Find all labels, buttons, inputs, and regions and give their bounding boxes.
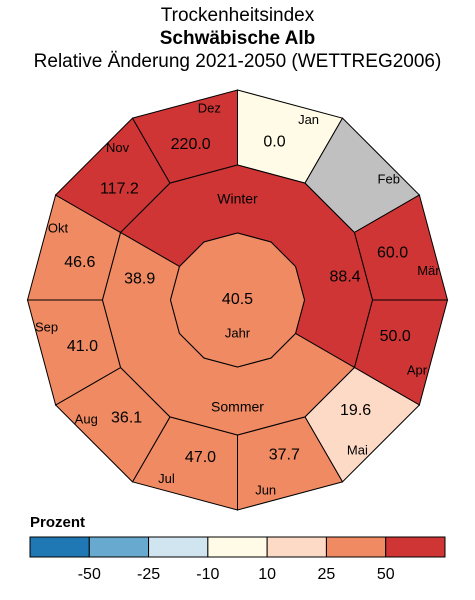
legend-swatch-1 — [88, 536, 150, 558]
month-label-0: Jan — [298, 112, 319, 127]
month-value-7: 36.1 — [111, 409, 142, 426]
month-label-7: Aug — [75, 411, 98, 426]
month-label-5: Jun — [255, 482, 276, 497]
legend-swatch-0 — [29, 536, 90, 558]
month-value-5: 37.7 — [269, 446, 300, 463]
month-value-3: 50.0 — [380, 328, 411, 345]
legend-swatch-6 — [385, 536, 446, 558]
month-value-2: 60.0 — [377, 244, 408, 261]
legend-swatch-5 — [325, 536, 387, 558]
month-label-11: Dez — [198, 101, 221, 116]
legend-tick-4: 25 — [318, 566, 336, 583]
month-label-6: Jul — [158, 471, 175, 486]
legend-title: Prozent — [30, 514, 85, 531]
chart-title: Trockenheitsindex — [160, 5, 315, 26]
month-label-10: Nov — [106, 140, 130, 155]
year-sector — [169, 232, 306, 368]
month-label-1: Feb — [378, 172, 400, 187]
legend-tick-1: -25 — [137, 566, 160, 583]
month-value-6: 47.0 — [185, 449, 216, 466]
month-value-0: 0.0 — [263, 133, 285, 150]
legend-swatch-4 — [266, 536, 327, 558]
month-value-10: 117.2 — [100, 180, 139, 197]
month-label-4: Mai — [347, 443, 368, 458]
month-value-9: 46.6 — [64, 254, 95, 271]
chart-subtitle: Schwäbische Alb — [159, 28, 316, 49]
chart-titles: Trockenheitsindex Schwäbische Alb Relati… — [0, 4, 475, 73]
month-value-4: 19.6 — [340, 402, 371, 419]
chart-subtitle-2: Relative Änderung 2021-2050 (WETTREG2006… — [33, 51, 442, 72]
month-label-2: Mär — [417, 263, 440, 278]
legend-swatch-3 — [207, 536, 268, 558]
year-value: 40.5 — [222, 291, 253, 308]
legend-tick-2: -10 — [196, 566, 219, 583]
month-label-3: Apr — [407, 362, 428, 377]
legend-tick-0: -50 — [78, 566, 101, 583]
season-label-0: Winter — [217, 191, 258, 207]
year-label: Jahr — [225, 325, 251, 340]
season-value-1: 38.9 — [124, 270, 155, 287]
month-label-8: Sep — [35, 320, 58, 335]
legend-tick-3: 10 — [258, 566, 276, 583]
month-value-11: 220.0 — [171, 136, 211, 153]
month-label-9: Okt — [48, 220, 69, 235]
season-value-0: 88.4 — [330, 268, 361, 285]
season-label-1: Sommer — [211, 399, 264, 415]
month-value-8: 41.0 — [67, 338, 98, 355]
legend-swatch-2 — [148, 536, 209, 558]
legend-tick-5: 50 — [377, 566, 395, 583]
